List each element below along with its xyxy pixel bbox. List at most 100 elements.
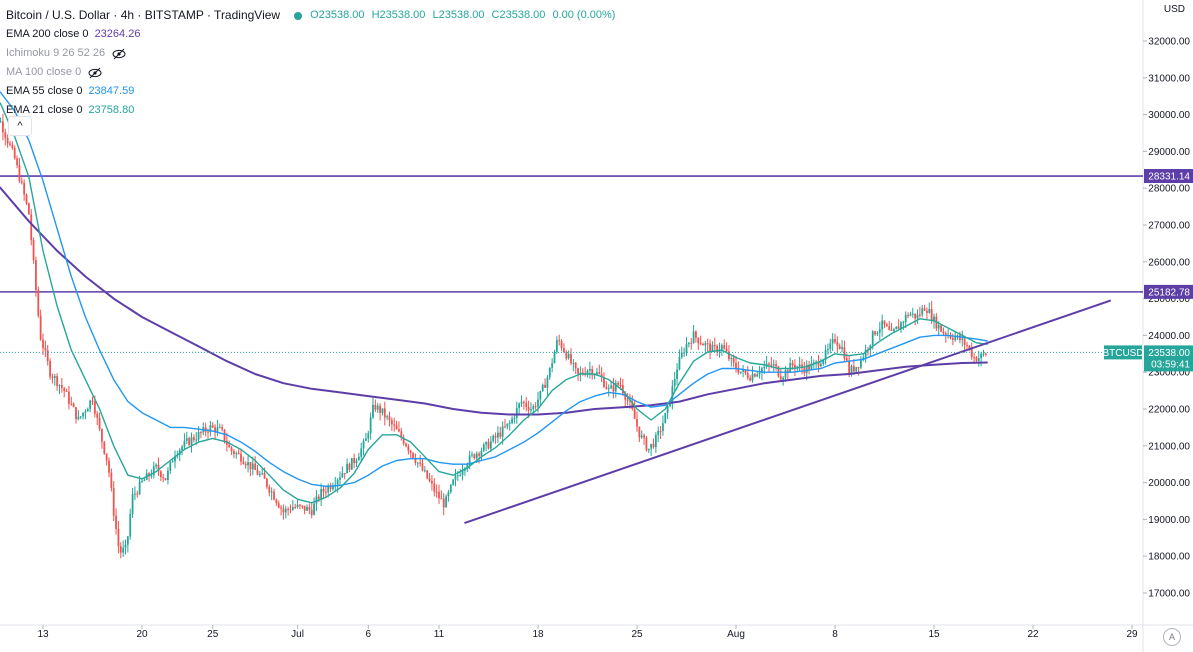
- candle-body: [449, 484, 452, 493]
- candle-body: [409, 450, 412, 453]
- candle-body: [126, 536, 129, 545]
- candle-body: [237, 453, 240, 455]
- candle-body: [284, 508, 287, 513]
- candle-body: [110, 472, 113, 489]
- candle-body: [91, 400, 94, 402]
- candle-body: [614, 382, 617, 392]
- candle-body: [933, 316, 935, 322]
- candle-body: [673, 378, 676, 387]
- candle-body: [857, 367, 860, 369]
- candle-body: [169, 462, 172, 471]
- candle-body: [909, 314, 912, 316]
- candle-body: [431, 480, 433, 484]
- y-tick-label: 20000.00: [1148, 478, 1190, 489]
- candle-body: [273, 491, 275, 500]
- candle-body: [532, 406, 535, 410]
- candle-body: [975, 357, 978, 361]
- collapse-legend-button[interactable]: ^: [8, 116, 32, 136]
- x-tick-label: 13: [37, 629, 49, 640]
- candle-body: [454, 475, 457, 480]
- candle-body: [386, 416, 389, 418]
- candle-body: [82, 412, 84, 417]
- candle-body: [0, 121, 2, 123]
- symbol-title[interactable]: Bitcoin / U.S. Dollar · 4h · BITSTAMP · …: [6, 8, 281, 22]
- indicator-row[interactable]: Ichimoku 9 26 52 26: [6, 44, 619, 63]
- candle-body: [183, 440, 186, 447]
- ema21-line[interactable]: [0, 89, 988, 504]
- candle-body: [407, 446, 410, 451]
- candle-body: [598, 372, 601, 374]
- candle-body: [353, 458, 356, 464]
- candle-body: [423, 470, 426, 472]
- candle-body: [39, 315, 42, 340]
- indicator-row[interactable]: EMA 21 close 0 23758.80: [6, 101, 619, 120]
- candle-body: [487, 441, 490, 449]
- ema55-line[interactable]: [0, 82, 988, 487]
- indicator-row[interactable]: EMA 55 close 0 23847.59: [6, 82, 619, 101]
- y-tick-label: 31000.00: [1148, 73, 1190, 84]
- symbol-tag-label: BTCUSD: [1102, 348, 1143, 359]
- candle-body: [376, 405, 379, 410]
- trendline[interactable]: [464, 299, 1112, 525]
- candle-body: [904, 315, 907, 323]
- candle-body: [374, 404, 377, 410]
- candle-body: [402, 437, 405, 444]
- candle-body: [770, 364, 773, 366]
- candle-body: [940, 325, 942, 332]
- indicator-value: 23758.80: [88, 104, 135, 116]
- candle-body: [525, 402, 528, 408]
- candle-body: [447, 492, 450, 497]
- candle-body: [405, 443, 407, 447]
- candle-body: [473, 454, 476, 459]
- candle-body: [775, 364, 777, 367]
- close-value: C23538.00: [491, 9, 546, 21]
- candle-body: [638, 426, 641, 438]
- candle-body: [980, 353, 983, 359]
- candle-body: [475, 453, 478, 459]
- candle-body: [266, 478, 268, 487]
- y-tick-label: 19000.00: [1148, 515, 1190, 526]
- candle-body: [79, 416, 82, 418]
- currency-selector[interactable]: USD: [1163, 4, 1185, 15]
- candle-body: [324, 491, 327, 493]
- candle-body: [482, 444, 485, 451]
- candle-body: [280, 507, 282, 509]
- candle-body: [515, 407, 518, 418]
- candle-body: [784, 370, 787, 378]
- candle-body: [692, 331, 695, 344]
- candle-body: [652, 443, 655, 448]
- candle-body: [954, 337, 957, 340]
- indicator-row[interactable]: MA 100 close 0: [6, 63, 619, 82]
- candle-body: [30, 214, 33, 241]
- candle-body: [115, 515, 117, 529]
- candle-body: [702, 343, 704, 346]
- candle-body: [836, 342, 839, 346]
- hidden-eye-icon[interactable]: [111, 48, 127, 60]
- candle-body: [240, 453, 242, 462]
- candle-body: [970, 348, 973, 358]
- candle-body: [362, 440, 365, 449]
- candle-body: [303, 505, 306, 511]
- candle-body: [4, 132, 7, 138]
- indicator-value: 23847.59: [88, 85, 135, 97]
- candle-body: [143, 479, 146, 481]
- candle-body: [174, 456, 176, 462]
- hidden-eye-icon[interactable]: [87, 67, 103, 79]
- candle-body: [513, 417, 516, 419]
- horizontal-level-label: 25182.78: [1148, 287, 1190, 298]
- candle-body: [65, 390, 68, 392]
- ema200-line[interactable]: [0, 59, 988, 416]
- candle-body: [141, 480, 143, 482]
- candle-body: [735, 362, 737, 369]
- indicator-row[interactable]: EMA 200 close 0 23264.26: [6, 25, 619, 44]
- candle-body: [421, 463, 424, 471]
- auto-scale-button[interactable]: A: [1163, 628, 1181, 646]
- candle-body: [332, 486, 334, 490]
- candle-body: [35, 260, 37, 290]
- candle-body: [117, 528, 120, 547]
- candle-body: [768, 363, 770, 365]
- candle-body: [756, 374, 759, 377]
- candle-body: [497, 432, 499, 438]
- candle-body: [489, 441, 492, 449]
